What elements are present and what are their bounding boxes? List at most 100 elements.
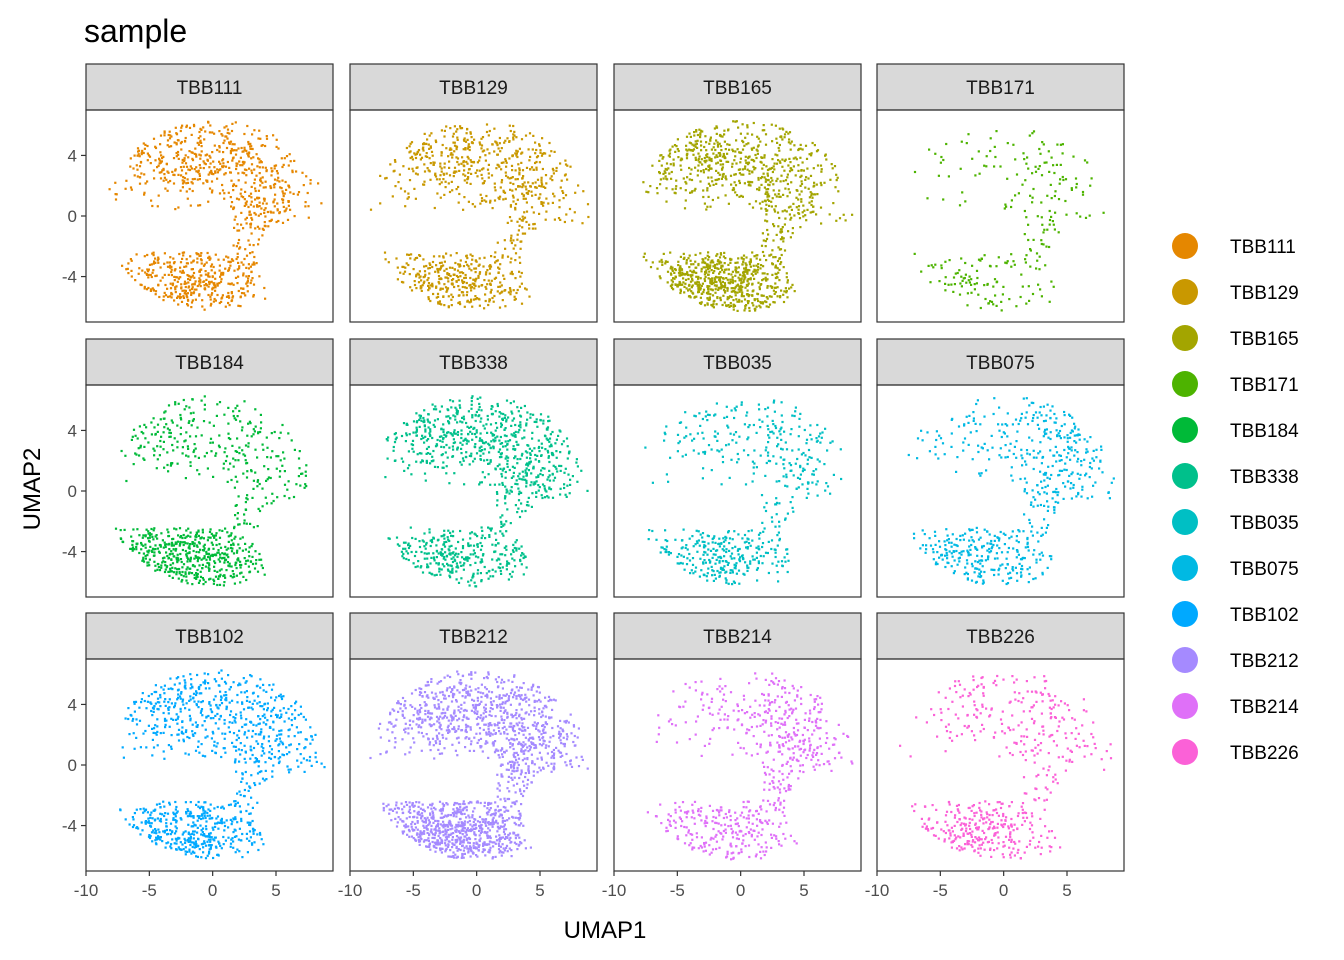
point	[438, 178, 441, 181]
point	[689, 296, 692, 299]
point	[535, 418, 538, 421]
point	[412, 268, 415, 271]
point	[443, 193, 446, 196]
point	[163, 570, 167, 574]
point	[518, 490, 521, 493]
point	[498, 483, 501, 486]
point	[186, 181, 190, 184]
point	[456, 269, 460, 272]
point	[479, 432, 482, 435]
point	[522, 573, 525, 576]
point	[443, 304, 446, 307]
point	[1064, 178, 1068, 181]
point	[500, 475, 504, 478]
point	[777, 159, 780, 162]
point	[692, 271, 695, 274]
point	[415, 550, 418, 553]
point	[249, 281, 252, 285]
point	[154, 293, 157, 296]
point	[1046, 194, 1049, 197]
point	[689, 191, 692, 194]
point	[1006, 177, 1009, 180]
point	[441, 548, 444, 551]
point	[239, 192, 242, 195]
point	[731, 270, 734, 273]
point	[199, 135, 202, 138]
point	[795, 196, 798, 199]
point	[250, 163, 254, 166]
point	[745, 264, 748, 267]
point	[441, 554, 444, 557]
point	[488, 462, 491, 465]
point	[272, 499, 275, 503]
point	[171, 282, 175, 285]
point	[679, 282, 682, 285]
point	[210, 263, 214, 266]
point	[559, 218, 562, 221]
point	[721, 135, 724, 138]
point	[514, 206, 517, 209]
point	[183, 157, 186, 160]
point	[1079, 215, 1082, 218]
point	[246, 280, 249, 283]
point	[530, 472, 533, 475]
point	[522, 175, 525, 178]
point	[574, 191, 577, 194]
point	[182, 254, 185, 257]
point	[423, 472, 427, 475]
point	[751, 206, 755, 209]
point	[114, 181, 117, 184]
point	[164, 187, 167, 190]
point	[452, 441, 455, 445]
point	[547, 456, 550, 459]
point	[687, 289, 690, 292]
point	[190, 291, 193, 294]
point	[688, 166, 691, 170]
point	[504, 159, 507, 162]
point	[504, 502, 507, 505]
point	[715, 276, 719, 279]
point	[413, 187, 416, 190]
point	[816, 149, 820, 152]
point	[156, 562, 159, 566]
point	[785, 210, 788, 213]
point	[694, 281, 697, 284]
point	[232, 410, 235, 413]
point	[485, 194, 488, 198]
point	[1048, 223, 1051, 226]
point	[947, 283, 950, 286]
point	[147, 273, 150, 276]
facet-strip	[876, 63, 1125, 111]
point	[680, 168, 683, 171]
point	[198, 153, 201, 156]
point	[504, 440, 507, 443]
point	[152, 254, 155, 257]
point	[746, 270, 749, 273]
point	[675, 185, 678, 188]
point	[669, 285, 672, 288]
point	[432, 161, 435, 164]
point	[446, 431, 449, 434]
point	[699, 136, 702, 139]
point	[479, 454, 482, 457]
point	[772, 239, 775, 242]
point	[566, 457, 569, 460]
point	[527, 181, 530, 184]
point	[496, 144, 499, 147]
point	[239, 246, 242, 249]
point	[244, 248, 247, 251]
point	[483, 149, 486, 152]
point	[462, 415, 465, 418]
point	[787, 132, 790, 135]
point	[440, 265, 443, 268]
point	[232, 552, 236, 555]
point	[146, 554, 149, 557]
point	[700, 149, 703, 152]
point	[547, 496, 550, 499]
point	[490, 440, 493, 443]
point	[429, 178, 432, 181]
point	[471, 203, 474, 206]
point	[514, 435, 517, 438]
point	[223, 556, 226, 559]
point	[462, 294, 465, 297]
